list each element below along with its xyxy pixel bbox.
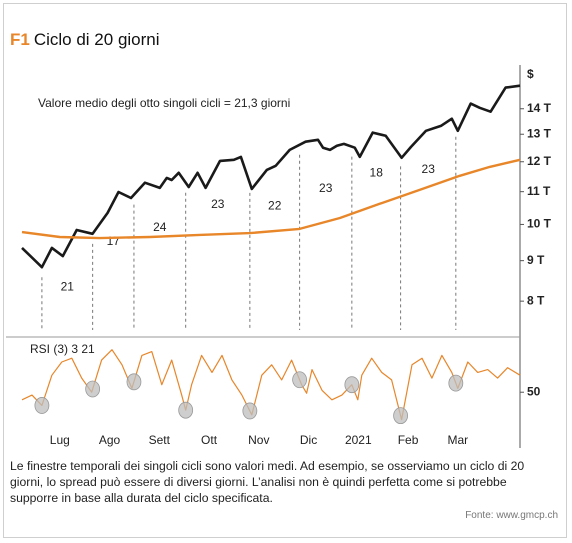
annotation: Valore medio degli otto singoli cicli = …	[38, 96, 290, 110]
chart: 8 T 9 T 10 T 11 T 12 T 13 T 14 T $ Valore medio …	[6, 65, 552, 448]
source: Fonte: www.gmcp.ch	[465, 510, 558, 521]
cycle-length: 24	[153, 220, 167, 234]
cycle-low-marker	[178, 401, 194, 419]
panel-label: RSI (3) 3 21	[30, 342, 95, 356]
x-tick-label: Mar	[447, 433, 468, 447]
series-line	[21, 158, 521, 240]
x-tick-label: Nov	[248, 433, 269, 447]
caption: Le finestre temporali dei singoli cicli …	[10, 459, 525, 505]
cycle-low-marker	[448, 374, 464, 392]
y-unit: $	[527, 67, 534, 81]
x-tick-label: Sett	[149, 433, 171, 447]
cycle-length: 23	[319, 181, 333, 195]
y-tick-label: 13 T	[527, 126, 552, 140]
cycle-low-marker	[292, 371, 308, 389]
y-tick-label: 11 T	[527, 184, 551, 198]
cycle-length: 23	[211, 197, 225, 211]
y-tick-label: 9 T	[527, 253, 545, 267]
cycle-low-marker	[344, 376, 360, 394]
y-tick-label: 14 T	[527, 101, 552, 115]
cycle-length: 21	[61, 280, 75, 294]
series-line	[21, 84, 521, 269]
x-tick-label: Dic	[300, 433, 317, 447]
cycle-length: 17	[107, 234, 121, 248]
figure-title: Ciclo di 20 giorni	[33, 30, 160, 49]
x-tick-label: 2021	[345, 433, 372, 447]
y-tick-label: 8 T	[527, 293, 545, 307]
y-tick-label: 12 T	[527, 154, 552, 168]
cycle-low-marker	[34, 397, 50, 414]
figure-label: F1	[10, 30, 30, 49]
cycle-length: 23	[422, 162, 436, 176]
header: F1 Ciclo di 20 giorni	[10, 30, 160, 50]
cycle-low-marker	[242, 402, 258, 420]
cycle-length: 18	[370, 166, 384, 180]
x-tick-label: Ago	[99, 433, 121, 447]
cycle-low-marker	[85, 380, 101, 398]
y-tick-label: 50	[527, 384, 541, 398]
series-line	[21, 349, 521, 421]
x-tick-label: Feb	[398, 433, 419, 447]
cycle-length: 22	[268, 198, 282, 212]
x-tick-label: Lug	[50, 433, 70, 447]
cycle-low-marker	[126, 373, 142, 391]
cycle-low-marker	[393, 407, 408, 425]
figure-frame	[3, 3, 567, 538]
x-tick-label: Ott	[201, 433, 218, 447]
y-tick-label: 10 T	[527, 217, 552, 231]
